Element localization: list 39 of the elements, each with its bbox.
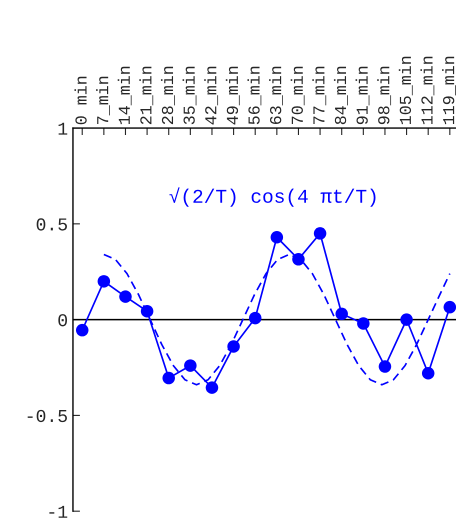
x-tick-label: 84_min	[334, 66, 348, 124]
y-tick-label: -0.5	[28, 410, 67, 422]
point	[162, 372, 175, 384]
x-tick-label: 0 min	[74, 76, 87, 124]
point	[444, 300, 456, 314]
x-tick-label: 42_min	[204, 66, 218, 124]
y-tick-label: -1	[49, 506, 68, 518]
x-tick-label: 105_min	[398, 56, 413, 124]
x-tick-label: 63_min	[269, 66, 283, 124]
x-tick-label: 112_min	[420, 56, 434, 124]
x-tick-label: 70_min	[290, 66, 305, 124]
x-tick-label: 98_min	[377, 66, 392, 124]
point	[206, 381, 218, 394]
y-tick-label: 1	[58, 122, 68, 135]
x-tick-label: 91_min	[356, 66, 370, 124]
point	[357, 317, 370, 330]
point	[335, 308, 348, 320]
annotation: √(2/T) cos(4 πt/T)	[169, 187, 376, 207]
point	[248, 312, 262, 324]
point	[378, 360, 392, 373]
x-tick-label: 49_min	[226, 66, 240, 124]
point	[76, 324, 88, 336]
point	[119, 290, 132, 303]
x-tick-label: 35_min	[182, 66, 196, 124]
x-tick-label: 77_min	[312, 66, 326, 124]
point	[184, 359, 197, 372]
x-tick-label: 119_min	[442, 56, 456, 124]
x-tick-label: 28_min	[160, 66, 175, 124]
point	[400, 313, 413, 326]
point	[98, 275, 110, 288]
x-tick-label: 21_min	[139, 66, 154, 124]
y-tick-label: 0	[58, 314, 67, 326]
point	[422, 367, 434, 380]
y-tick-label: 0.5	[36, 218, 67, 231]
x-tick-label: 7_min	[96, 76, 110, 124]
point	[314, 227, 326, 240]
point	[270, 231, 284, 244]
x-tick-label: 14_min	[118, 66, 132, 124]
x-tick-label: 56_min	[247, 66, 262, 124]
